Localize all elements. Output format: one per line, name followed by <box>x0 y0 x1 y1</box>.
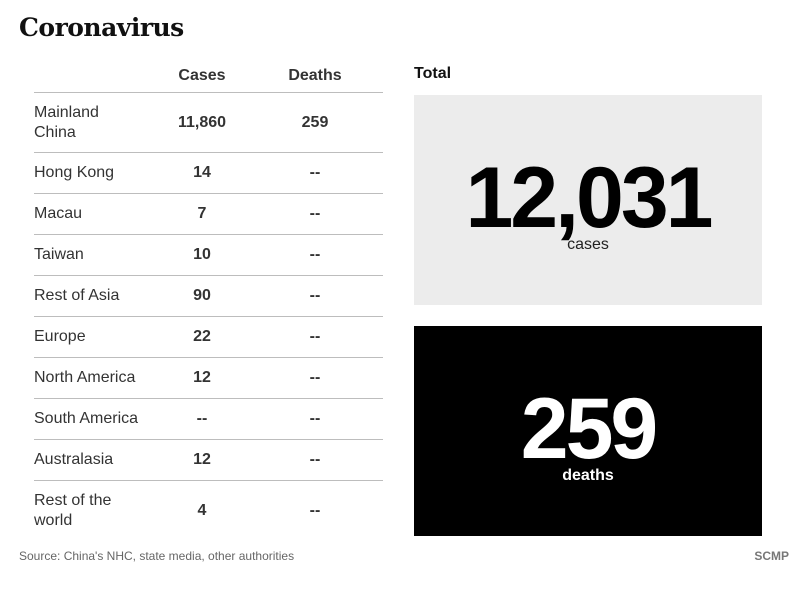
region-cell: Rest of the world <box>34 491 112 529</box>
cases-cell: 90 <box>193 287 211 304</box>
cases-cell: 12 <box>193 451 211 468</box>
brand-logo: SCMP <box>754 549 789 563</box>
region-cell: Mainland China <box>34 103 99 141</box>
region-cell: Australasia <box>34 451 114 468</box>
cases-cell: -- <box>196 410 208 427</box>
deaths-cell: -- <box>309 287 321 304</box>
table-header: Cases Deaths <box>34 64 383 93</box>
cases-table-body: Mainland China 11,860 259 Hong Kong 14 -- Maca… <box>34 93 383 540</box>
deaths-column-header: Deaths <box>288 67 342 84</box>
total-deaths-unit: deaths <box>562 467 614 484</box>
region-cell: Europe <box>34 328 86 345</box>
deaths-cell: 259 <box>301 113 329 131</box>
region-cell: South America <box>34 410 139 427</box>
table-row: Rest of Asia 90 -- <box>34 276 383 317</box>
region-cell: Macau <box>34 205 83 222</box>
cases-cell: 11,860 <box>177 113 227 131</box>
cases-cell: 14 <box>193 164 211 181</box>
table-row: Australasia 12 -- <box>34 440 383 481</box>
cases-cell: 22 <box>193 328 211 345</box>
region-cell: Taiwan <box>34 246 84 263</box>
total-deaths-box: 259 deaths <box>414 326 762 536</box>
source-note: Source: China's NHC, state media, other … <box>19 549 295 563</box>
table-row: North America 12 -- <box>34 358 383 399</box>
table-row: Macau 7 -- <box>34 194 383 235</box>
total-cases-unit: cases <box>567 236 609 253</box>
cases-cell: 4 <box>197 501 207 519</box>
chart-title: Coronavirus <box>19 13 184 42</box>
deaths-cell: -- <box>309 369 321 386</box>
total-cases-value: 12,031 <box>465 150 713 246</box>
table-row: Taiwan 10 -- <box>34 235 383 276</box>
table-row: Hong Kong 14 -- <box>34 153 383 194</box>
table-row: Europe 22 -- <box>34 317 383 358</box>
total-cases-box: 12,031 cases <box>414 95 762 305</box>
cases-cell: 10 <box>193 246 211 263</box>
cases-cell: 7 <box>197 205 207 222</box>
region-cell: Hong Kong <box>34 164 115 181</box>
table-row: Mainland China 11,860 259 <box>34 93 383 153</box>
region-cell: Rest of Asia <box>34 287 120 304</box>
deaths-cell: -- <box>309 246 321 263</box>
table-row: Rest of the world 4 -- <box>34 481 383 540</box>
cases-column-header: Cases <box>178 67 226 84</box>
table-row: South America -- -- <box>34 399 383 440</box>
total-label: Total <box>414 65 452 82</box>
deaths-cell: -- <box>309 501 321 519</box>
deaths-cell: -- <box>309 164 321 181</box>
deaths-cell: -- <box>309 205 321 222</box>
cases-cell: 12 <box>193 369 211 386</box>
total-deaths-value: 259 <box>520 381 659 477</box>
deaths-cell: -- <box>309 451 321 468</box>
deaths-cell: -- <box>309 328 321 345</box>
deaths-cell: -- <box>309 410 321 427</box>
region-cell: North America <box>34 369 136 386</box>
